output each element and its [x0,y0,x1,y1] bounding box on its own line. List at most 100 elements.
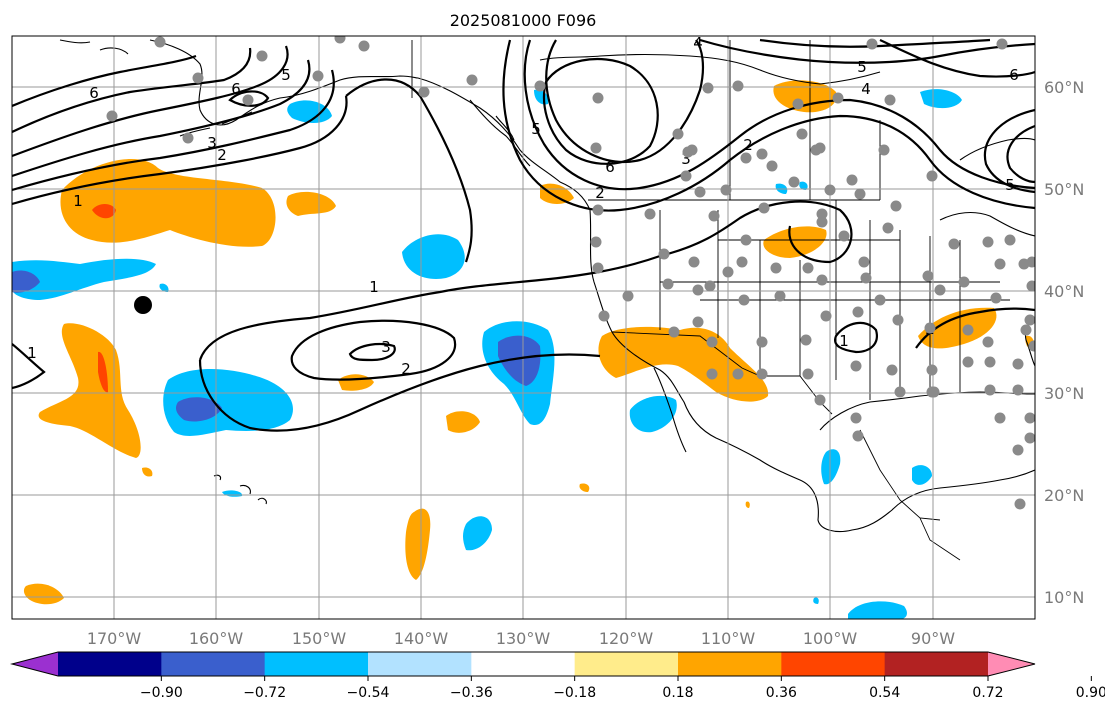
anomaly-blob [918,307,997,349]
station-marker [984,356,996,368]
station-marker [926,170,938,182]
contour-label: 5 [1005,176,1015,194]
contour-1-south [198,353,601,432]
contour-label: 2 [743,136,753,154]
colorbar-tick-label: −0.36 [450,685,493,701]
station-marker [668,326,680,338]
colorbar-tick-label: 0.72 [972,685,1003,701]
lat-label: 20°N [1044,486,1084,505]
station-marker [962,324,974,336]
station-marker [182,132,194,144]
station-marker [982,236,994,248]
station-marker [1012,444,1024,456]
station-marker [738,294,750,306]
colorbar-cell [368,652,472,676]
contour-6-closed-canada [542,58,659,165]
station-marker [658,248,670,260]
contour-lines [12,38,1035,432]
contour-5-north [699,38,1035,64]
anomaly-blob [763,226,827,258]
station-marker [1026,256,1035,268]
station-marker [694,186,706,198]
contour-label: 5 [281,66,291,84]
anomaly-blob [402,234,465,279]
contour-6-north-pacific [12,54,197,108]
lat-label: 50°N [1044,180,1084,199]
contour-6-northeast [879,39,1035,78]
colorbar-cell [471,652,576,676]
anomaly-blob [821,449,841,485]
station-marker [1014,498,1026,510]
anomaly-blob [38,323,141,458]
lon-label: 130°W [496,629,551,648]
contour-label: 3 [681,150,691,168]
lon-label: 120°W [599,629,654,648]
station-marker [958,276,970,288]
great-lakes-coastline [939,137,1035,237]
anomaly-blob-strong [92,204,116,219]
station-marker [846,174,858,186]
station-marker [692,284,704,296]
station-marker [756,368,768,380]
colorbar-tick-label: −0.54 [347,685,390,701]
colorbar-cell [58,652,162,676]
station-marker [770,262,782,274]
station-marker [810,144,822,156]
contour-1-north-pacific [12,95,348,206]
anomaly-blob [920,89,962,109]
station-marker [866,38,878,50]
longitude-labels: 170°W 160°W 150°W 140°W 130°W 120°W 110°… [87,629,955,648]
lon-label: 160°W [189,629,244,648]
station-marker [774,290,786,302]
station-markers [106,36,1035,510]
lat-label: 30°N [1044,384,1084,403]
colorbar-cell [678,652,782,676]
lon-label: 140°W [394,629,449,648]
station-marker [1020,324,1032,336]
contour-1 [198,200,853,361]
station-marker [706,336,718,348]
contour-label: 4 [693,34,703,52]
station-marker [334,36,346,44]
station-marker [832,92,844,104]
station-marker [720,184,732,196]
colorbar-ticks: −0.90 −0.72 −0.54 −0.36 −0.18 0.18 0.36 0.54 0.7… [140,676,1105,701]
station-marker [816,216,828,228]
station-marker [850,360,862,372]
station-marker [882,222,894,234]
station-marker [854,188,866,200]
contour-1-west-trough [345,78,473,263]
anomaly-blob [579,483,590,492]
colorbar-cell [884,652,989,676]
station-marker [858,256,870,268]
station-marker [740,234,752,246]
negative-anomaly-shading [12,89,962,619]
station-marker [708,210,720,222]
station-marker [702,82,714,94]
station-marker [922,270,934,282]
station-marker [816,274,828,286]
station-marker [892,314,904,326]
contour-3-upper [523,39,1035,191]
station-marker [598,310,610,322]
station-marker [800,334,812,346]
anomaly-blob [405,508,431,580]
station-marker [838,230,850,242]
station-marker [948,238,960,250]
station-marker [466,74,478,86]
contour-label: 4 [861,80,871,98]
hudson-bay-coastline [539,53,881,85]
map-title: 2025081000 F096 [450,11,597,30]
station-marker [590,236,602,248]
station-marker [816,208,828,220]
colorbar-tick-label: 0.18 [662,685,693,701]
station-marker [592,92,604,104]
station-marker [1028,340,1035,352]
colorbar-extend-high [988,652,1035,676]
station-marker [852,306,864,318]
station-marker [592,262,604,274]
contour-4-north-pacific [12,45,289,158]
contour-label: 5 [531,120,541,138]
anomaly-blob [848,601,907,619]
station-marker [894,386,906,398]
